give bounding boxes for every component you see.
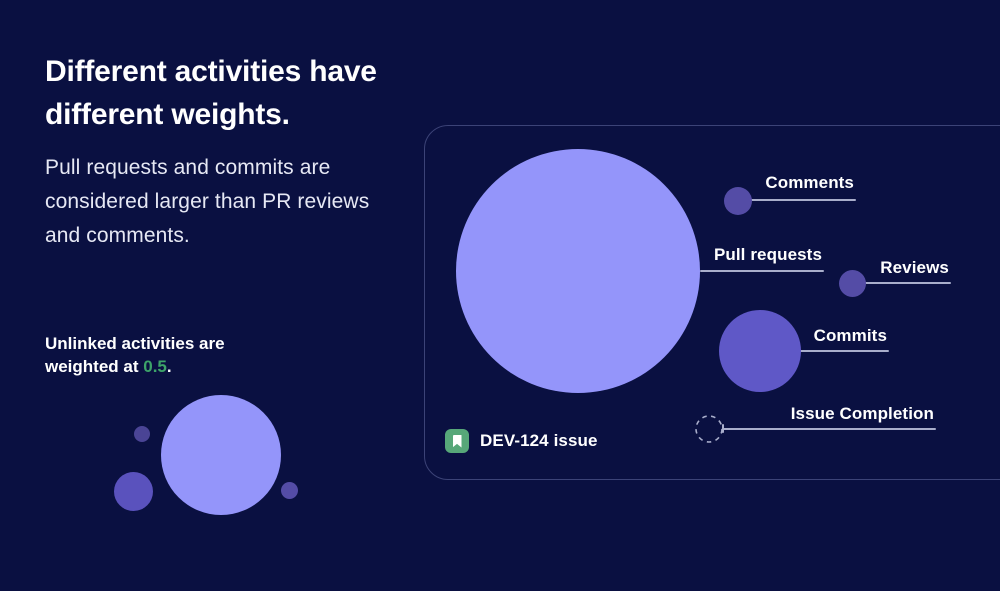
cluster-bubble-medium xyxy=(114,472,153,511)
cluster-bubble-small-top xyxy=(134,426,150,442)
intro-paragraph: Pull requests and commits are considered… xyxy=(45,151,369,253)
page-title: Different activities have different weig… xyxy=(45,50,377,136)
pull-requests-leader-line xyxy=(700,270,824,272)
reviews-label: Reviews xyxy=(880,258,949,277)
issue-icon xyxy=(445,429,469,453)
weights-card: Pull requests Comments Reviews Commits I… xyxy=(424,125,1000,480)
issue-badge: DEV-124 issue xyxy=(445,429,598,453)
weight-value: 0.5 xyxy=(143,357,167,376)
pull-requests-bubble xyxy=(456,149,700,393)
issue-completion-line-tick xyxy=(722,424,724,433)
commits-leader-line xyxy=(799,350,889,352)
intro-paragraph-line3: and comments. xyxy=(45,224,190,247)
intro-paragraph-line1: Pull requests and commits are xyxy=(45,156,331,179)
comments-leader-line xyxy=(749,199,856,201)
bookmark-icon xyxy=(452,434,462,448)
commits-bubble xyxy=(719,310,801,392)
page-title-line2: different weights. xyxy=(45,98,290,131)
unlinked-note-line1: Unlinked activities are xyxy=(45,334,225,353)
issue-completion-label: Issue Completion xyxy=(790,404,934,423)
pull-requests-label: Pull requests xyxy=(713,245,822,264)
comments-bubble xyxy=(724,187,752,215)
dashed-circle-icon xyxy=(695,415,723,443)
page-title-line1: Different activities have xyxy=(45,55,377,88)
unlinked-note: Unlinked activities are weighted at 0.5. xyxy=(45,332,225,378)
intro-paragraph-line2: considered larger than PR reviews xyxy=(45,190,370,213)
issue-label: DEV-124 issue xyxy=(480,431,598,450)
unlinked-note-line2: weighted at 0.5. xyxy=(45,357,172,376)
commits-label: Commits xyxy=(813,326,887,345)
issue-completion-bubble xyxy=(695,415,723,443)
comments-label: Comments xyxy=(765,173,854,192)
cluster-bubble-small-right xyxy=(281,482,298,499)
issue-completion-leader-line xyxy=(722,428,936,430)
reviews-bubble xyxy=(839,270,866,297)
reviews-leader-line xyxy=(864,282,951,284)
cluster-bubble-large xyxy=(161,395,281,515)
